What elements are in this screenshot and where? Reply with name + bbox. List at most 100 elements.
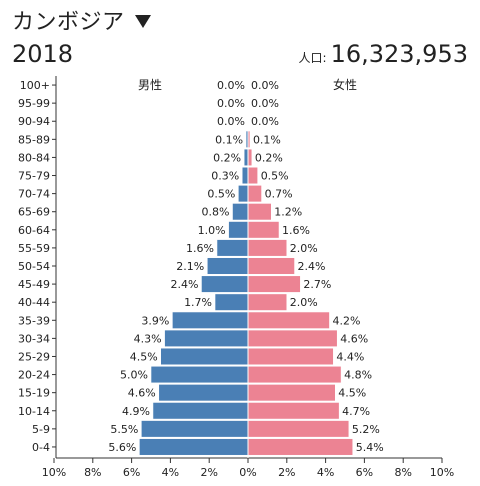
female-bar	[247, 203, 272, 221]
age-group-label: 45-49	[18, 278, 50, 291]
female-value-label: 5.4%	[356, 441, 384, 454]
male-bar	[152, 402, 249, 420]
x-tick-label: 4%	[162, 466, 179, 479]
age-group-label: 95-99	[18, 97, 50, 110]
female-bar	[247, 293, 288, 311]
age-group-label: 60-64	[18, 224, 50, 237]
male-value-label: 1.7%	[184, 296, 212, 309]
male-series-label: 男性	[138, 78, 162, 92]
female-value-label: 4.8%	[344, 369, 372, 382]
age-group-label: 40-44	[18, 296, 50, 309]
male-value-label: 4.5%	[130, 350, 158, 363]
male-value-label: 4.9%	[122, 405, 150, 418]
female-value-label: 0.5%	[261, 170, 289, 183]
male-bar	[238, 184, 249, 203]
female-value-label: 0.0%	[251, 115, 279, 128]
male-bar	[232, 203, 249, 221]
male-value-label: 0.0%	[217, 97, 245, 110]
male-value-label: 0.0%	[217, 115, 245, 128]
male-bar	[141, 420, 249, 438]
population-value: 16,323,953	[330, 40, 468, 68]
male-bar	[164, 329, 249, 348]
male-value-label: 1.6%	[186, 242, 214, 255]
age-group-label: 35-39	[18, 314, 50, 327]
male-bar	[160, 347, 249, 366]
age-group-label: 5-9	[32, 423, 50, 436]
x-tick-label: 6%	[356, 466, 373, 479]
male-value-label: 0.8%	[202, 206, 230, 219]
x-tick-label: 0%	[239, 466, 256, 479]
age-group-label: 30-34	[18, 332, 50, 345]
male-value-label: 3.9%	[141, 314, 169, 327]
male-bar	[158, 384, 249, 402]
male-value-label: 0.0%	[217, 79, 245, 92]
dropdown-triangle-icon	[134, 15, 151, 28]
age-group-label: 80-84	[18, 151, 50, 164]
age-group-label: 85-89	[18, 133, 50, 146]
x-tick-label: 2%	[200, 466, 217, 479]
x-tick-label: 8%	[394, 466, 411, 479]
female-value-label: 4.6%	[340, 332, 368, 345]
female-value-label: 2.0%	[290, 242, 318, 255]
female-series-label: 女性	[333, 77, 357, 92]
male-value-label: 0.2%	[213, 151, 241, 164]
male-bar	[241, 166, 249, 185]
female-value-label: 2.0%	[290, 296, 318, 309]
male-value-label: 0.3%	[211, 170, 239, 183]
age-group-label: 65-69	[18, 206, 50, 219]
female-value-label: 2.7%	[303, 278, 331, 291]
male-value-label: 0.1%	[215, 133, 243, 146]
male-value-label: 4.3%	[134, 332, 162, 345]
male-value-label: 5.5%	[110, 423, 138, 436]
female-bar	[247, 402, 340, 420]
female-value-label: 0.1%	[253, 133, 281, 146]
female-value-label: 2.4%	[298, 260, 326, 273]
female-value-label: 1.6%	[282, 224, 310, 237]
female-bar	[247, 311, 330, 329]
population-label: 人口:	[298, 51, 327, 65]
male-bar	[201, 275, 249, 293]
female-bar	[247, 239, 288, 257]
male-bar	[150, 365, 249, 384]
female-value-label: 4.4%	[336, 350, 364, 363]
male-bar	[172, 311, 249, 329]
age-group-label: 75-79	[18, 170, 50, 183]
female-bar	[247, 329, 338, 348]
age-group-label: 15-19	[18, 387, 50, 400]
male-bar	[139, 438, 249, 456]
female-bar	[247, 257, 295, 275]
female-value-label: 5.2%	[352, 423, 380, 436]
male-bar	[206, 257, 249, 275]
male-bar	[228, 221, 249, 239]
male-bar	[243, 148, 249, 167]
male-value-label: 0.5%	[207, 188, 235, 201]
female-value-label: 0.7%	[265, 188, 293, 201]
x-tick-label: 4%	[317, 466, 334, 479]
male-value-label: 2.1%	[176, 260, 204, 273]
age-group-label: 10-14	[18, 405, 50, 418]
male-value-label: 1.0%	[198, 224, 226, 237]
female-value-label: 0.2%	[255, 151, 283, 164]
female-bar	[247, 438, 354, 456]
x-tick-label: 6%	[123, 466, 140, 479]
age-group-label: 0-4	[32, 441, 50, 454]
country-name: カンボジア	[12, 10, 125, 35]
age-group-label: 20-24	[18, 369, 50, 382]
age-group-label: 100+	[20, 79, 50, 92]
x-tick-label: 2%	[278, 466, 295, 479]
male-value-label: 2.4%	[170, 278, 198, 291]
female-value-label: 0.0%	[251, 97, 279, 110]
x-tick-label: 10%	[42, 466, 66, 479]
female-value-label: 4.5%	[338, 387, 366, 400]
male-value-label: 5.6%	[108, 441, 136, 454]
female-value-label: 0.0%	[251, 79, 279, 92]
age-group-label: 70-74	[18, 188, 50, 201]
male-bar	[214, 293, 249, 311]
year-label: 2018	[12, 40, 74, 68]
age-group-label: 25-29	[18, 350, 50, 363]
female-bar	[247, 166, 258, 185]
country-selector[interactable]: カンボジア	[12, 4, 151, 36]
female-bar	[247, 221, 280, 239]
male-bar	[216, 239, 249, 257]
